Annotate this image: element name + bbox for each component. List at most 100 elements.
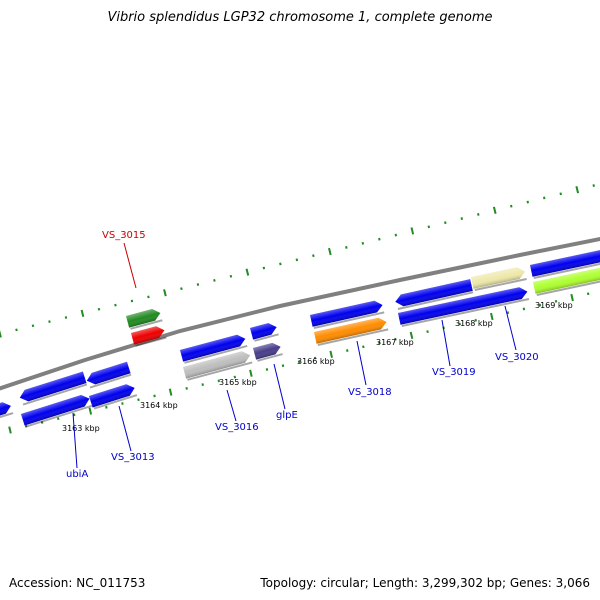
outer-tick [526,200,530,204]
outer-tick [477,213,480,216]
outer-tick [97,307,101,311]
gene-arrow[interactable] [530,247,600,279]
gene-arrow[interactable] [183,349,253,381]
inner-tick [346,349,349,352]
inner-tick [586,292,590,296]
inner-tick [72,413,76,417]
outer-tick [48,320,51,324]
outer-tick [312,254,315,258]
gene-leader-line [72,412,78,469]
inner-tick [458,322,461,326]
gene-arrow[interactable] [314,316,389,346]
outer-tick [163,289,167,297]
outer-tick [510,204,513,208]
outer-tick-ring [0,184,595,338]
outer-tick [361,241,365,245]
chromosome-backbone [0,236,600,391]
inner-tick [217,379,221,383]
inner-tick [168,388,173,396]
outer-tick [114,303,117,307]
inner-tick [394,337,397,341]
genes-layer [0,247,600,428]
scale-labels-layer: 3163 kbp 3164 kbp 3165 kbp 3166 kbp 3167 kbp… [62,301,573,433]
gene-leader-line [441,319,451,367]
inner-tick [409,331,414,340]
outer-tick [213,278,216,282]
gene-arrow[interactable] [131,324,167,347]
inner-tick [153,394,156,398]
gene-label[interactable]: VS_3019 [432,367,476,378]
scale-label: 3165 kbp [219,378,257,387]
outer-tick [410,227,415,235]
outer-tick [295,258,299,262]
map-title: Vibrio splendidus LGP32 chromosome 1, co… [107,10,493,25]
inner-tick [506,311,510,315]
inner-tick [281,364,285,368]
gene-arrow[interactable] [85,361,132,389]
outer-tick [64,316,68,319]
scale-label: 3163 kbp [62,424,100,433]
inner-tick [297,360,301,364]
gene-leader-line [504,305,517,351]
gene-label[interactable]: glpE [276,410,298,421]
outer-tick [575,186,580,194]
gene-leader-line [273,363,286,410]
gene-arrow[interactable] [180,333,248,364]
gene-callouts-layer: VS_3015 ubiA VS_3013 VS_3016 glpE VS_3018 VS_3… [66,230,539,480]
inner-tick [201,383,204,386]
gene-label[interactable]: VS_3016 [215,422,259,433]
gene-arrow[interactable] [0,400,14,420]
outer-tick [0,330,2,338]
genome-summary-text: Topology: circular; Length: 3,299,302 bp… [260,576,590,590]
scale-label: 3168 kbp [455,319,493,328]
scale-label: 3164 kbp [140,401,178,410]
gene-arrow[interactable] [471,266,527,291]
inner-tick [554,299,558,303]
inner-tick [185,386,188,390]
gene-leader-line [118,405,132,452]
gene-arrow[interactable] [21,393,93,428]
gene-label[interactable]: VS_3013 [111,452,155,463]
inner-tick [362,345,365,349]
gene-arrow[interactable] [18,371,88,406]
gene-arrow[interactable] [253,341,283,362]
outer-tick [245,268,250,276]
gene-label[interactable]: ubiA [66,469,88,480]
gene-arrow[interactable] [89,382,138,410]
gene-label[interactable]: VS_3018 [348,387,392,398]
accession-text: Accession: NC_011753 [9,576,146,590]
inner-tick [88,407,93,415]
gene-arrow[interactable] [310,299,385,329]
gene-arrow[interactable] [398,286,530,327]
inner-tick [474,318,477,322]
outer-tick [180,287,183,291]
outer-tick [559,192,563,196]
scale-label: 3167 kbp [376,338,414,347]
outer-tick [592,184,595,187]
inner-tick [426,330,429,334]
gene-leader-line [356,340,367,386]
gene-arrow[interactable] [126,307,163,330]
outer-tick [328,247,332,256]
gene-leader-line [123,242,137,289]
outer-tick [394,233,398,237]
gene-leader-line [226,389,237,422]
outer-tick [427,225,431,229]
gene-label[interactable]: VS_3015 [102,230,146,241]
inner-tick [378,341,381,345]
gene-arrow[interactable] [250,321,279,342]
gene-arrow[interactable] [394,279,474,310]
inner-tick [137,398,140,402]
inner-tick [24,424,28,428]
outer-tick [80,309,85,318]
outer-tick [492,206,497,214]
outer-tick [196,283,200,286]
gene-label[interactable]: VS_3020 [495,352,539,363]
outer-tick [147,295,150,299]
outer-tick [460,217,464,220]
outer-tick [345,246,348,249]
gene-arrow[interactable] [533,264,600,296]
inner-tick [105,405,108,409]
